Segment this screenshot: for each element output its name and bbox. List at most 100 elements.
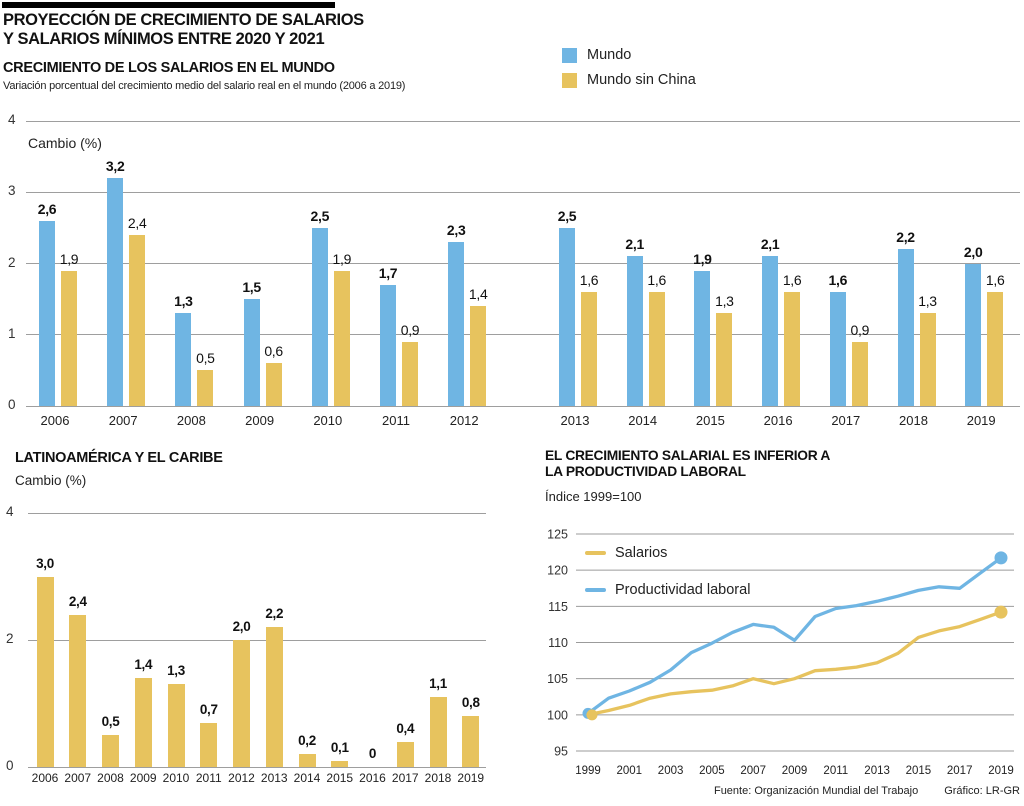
world-y-axis-label: Cambio (%) (28, 135, 102, 151)
year-label: 2012 (228, 771, 255, 785)
bar-2008-mundo-sin-china (197, 370, 214, 406)
bar-2013-latinoam-rica-y-el-caribe (265, 627, 283, 767)
legend-label-mundo: Mundo (587, 47, 632, 63)
gridline (26, 334, 1020, 336)
bar-value-label: 2,4 (127, 215, 147, 231)
bar-value-label: 2,2 (265, 606, 284, 622)
bar-2013-mundo (559, 227, 575, 406)
bar-value-label: 1,6 (985, 272, 1005, 288)
legend-item-mundo: Mundo (562, 47, 696, 63)
year-label: 2001 (617, 765, 643, 777)
year-label: 2019 (988, 765, 1014, 777)
bar-2015-mundo-sin-china (716, 313, 733, 406)
bar-value-label: 0,9 (850, 321, 870, 338)
salarios-line (586, 610, 1003, 717)
y-tick-label: 0 (8, 397, 16, 412)
legend-label-salarios: Salarios (615, 545, 668, 561)
year-label: 2013 (560, 413, 590, 428)
productivity-title-line1: EL CRECIMIENTO SALARIAL ES INFERIOR A (545, 448, 831, 463)
bar-2008-latinoam-rica-y-el-caribe (102, 735, 119, 767)
mundo-swatch (562, 47, 577, 63)
bar-value-label: 1,3 (918, 293, 937, 310)
bar-2009-mundo (243, 299, 260, 406)
year-label: 2010 (162, 771, 190, 785)
y-tick-label: 2 (6, 631, 14, 646)
gridline (26, 263, 1020, 264)
bar-2016-mundo-sin-china (784, 292, 801, 406)
bar-2019-mundo-sin-china (987, 292, 1004, 406)
salarios-end-dot (994, 605, 1008, 619)
gridline (26, 191, 1020, 193)
productivity-grid: 95 100 105 110 115 120 125 (547, 528, 1014, 759)
bar-2007-mundo (107, 178, 124, 406)
year-label: 2013 (864, 765, 890, 777)
bar-value-label: 1,9 (693, 250, 712, 267)
legend-label-mundo-sin-china: Mundo sin China (587, 72, 696, 88)
bar-value-label: 1,7 (378, 264, 398, 281)
y-tick-label: 1 (8, 325, 16, 341)
year-label: 2018 (424, 771, 452, 785)
year-label: 2003 (658, 765, 684, 777)
bar-2015-latinoam-rica-y-el-caribe (331, 760, 349, 767)
legend-item-mundo-sin-china: Mundo sin China (562, 72, 696, 88)
year-label: 2016 (763, 413, 793, 428)
bar-value-label: 0,5 (196, 350, 215, 367)
y-tick-label: 3 (8, 183, 16, 199)
footer: Fuente: Organización Mundial del Trabajo… (540, 785, 1020, 797)
salarios-dash (585, 551, 606, 555)
bar-2019-mundo (965, 263, 982, 406)
bar-value-label: 0,8 (461, 695, 480, 711)
salarios-start-dot (586, 709, 598, 721)
latam-chart-title: LATINOAMÉRICA Y EL CARIBE (15, 450, 223, 466)
year-label: 2008 (97, 771, 124, 785)
bar-2018-mundo (897, 249, 914, 406)
y-tick-label: 100 (547, 708, 568, 722)
bar-2013-mundo-sin-china (581, 292, 597, 406)
year-label: 2018 (899, 413, 928, 428)
year-label: 2012 (449, 413, 479, 428)
bar-value-label: 1,9 (59, 250, 79, 267)
y-tick-label: 2 (8, 254, 16, 270)
bar-2014-mundo-sin-china (648, 292, 665, 406)
year-label: 2007 (740, 765, 766, 777)
main-title: PROYECCIÓN DE CRECIMIENTO DE SALARIOS Y … (3, 11, 364, 48)
footer-credit: Gráfico: LR-GR (944, 785, 1020, 797)
year-label: 2016 (359, 771, 386, 785)
bar-value-label: 0,7 (199, 701, 218, 717)
productividad-laboral-line (586, 556, 1003, 716)
year-label: 2010 (313, 413, 343, 428)
bar-value-label: 1,6 (828, 272, 848, 288)
bar-2014-mundo (626, 256, 643, 406)
y-tick-label: 115 (548, 600, 568, 614)
y-tick-label: 4 (6, 504, 14, 519)
bar-value-label: 2,1 (625, 236, 644, 253)
bar-value-label: 2,4 (68, 593, 87, 609)
legend-label-productividad: Productividad laboral (615, 582, 751, 598)
bar-2017-mundo-sin-china (851, 341, 868, 406)
bar-value-label: 1,5 (242, 279, 261, 296)
y-tick-label: 125 (547, 528, 568, 542)
latam-y-axis-label: Cambio (%) (15, 473, 87, 488)
productivity-chart-subtitle: Índice 1999=100 (545, 489, 642, 504)
main-title-line1: PROYECCIÓN DE CRECIMIENTO DE SALARIOS (3, 11, 364, 29)
bar-2011-mundo-sin-china (402, 341, 418, 406)
bar-value-label: 0 (368, 746, 377, 761)
year-label: 2015 (326, 771, 354, 785)
bar-2007-latinoam-rica-y-el-caribe (69, 614, 87, 767)
gridline (28, 766, 486, 768)
productivity-x-axis: 1999 2001 2003 2005 2007 2009 2011 2013 2015 2017… (575, 765, 1014, 777)
bar-value-label: 2,1 (760, 236, 780, 253)
bar-value-label: 3,2 (105, 158, 125, 174)
year-label: 2005 (699, 765, 725, 777)
bar-2019-latinoam-rica-y-el-caribe (462, 716, 480, 767)
y-tick-label: 120 (547, 564, 568, 578)
bar-value-label: 1,6 (782, 272, 802, 288)
bar-value-label: 1,3 (715, 293, 734, 310)
mundo-sin-china-swatch (562, 72, 577, 88)
bar-value-label: 1,4 (468, 286, 488, 303)
bar-2006-latinoam-rica-y-el-caribe (36, 576, 54, 767)
bar-2009-latinoam-rica-y-el-caribe (134, 678, 152, 767)
year-label: 2014 (293, 771, 321, 785)
